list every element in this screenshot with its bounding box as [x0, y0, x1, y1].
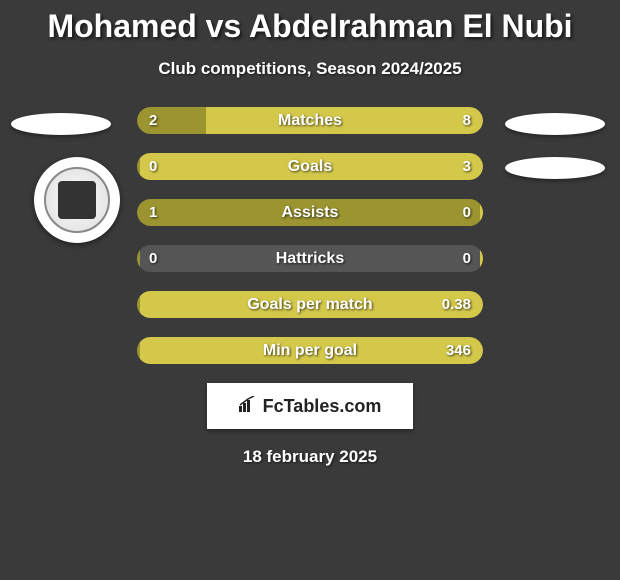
club-emblem-icon — [58, 181, 96, 219]
stat-value-right: 346 — [446, 337, 471, 364]
stat-bar-row: Hattricks0 0 — [137, 245, 483, 272]
page-title: Mohamed vs Abdelrahman El Nubi — [0, 0, 620, 45]
right-player-column — [500, 107, 610, 201]
stat-label: Goals per match — [137, 291, 483, 318]
chart-icon — [239, 396, 259, 417]
stat-value-left: 0 — [149, 153, 157, 180]
date-label: 18 february 2025 — [0, 447, 620, 467]
stat-bar-row: Min per goal346 — [137, 337, 483, 364]
club-logo-left — [34, 157, 120, 243]
player-badge-oval — [11, 113, 111, 135]
stat-label: Assists — [137, 199, 483, 226]
stat-bar-row: Goals0 3 — [137, 153, 483, 180]
stat-label: Hattricks — [137, 245, 483, 272]
stat-value-left: 0 — [149, 245, 157, 272]
stat-label: Goals — [137, 153, 483, 180]
stat-value-right: 0 — [463, 199, 471, 226]
player-badge-oval — [505, 113, 605, 135]
stat-bar-row: Goals per match0.38 — [137, 291, 483, 318]
brand-box: FcTables.com — [207, 383, 413, 429]
stat-label: Matches — [137, 107, 483, 134]
stat-bar-row: Matches2 8 — [137, 107, 483, 134]
stat-value-right: 0.38 — [442, 291, 471, 318]
stat-value-right: 8 — [463, 107, 471, 134]
left-player-column — [6, 107, 116, 243]
stat-value-left: 1 — [149, 199, 157, 226]
stat-label: Min per goal — [137, 337, 483, 364]
comparison-content: Matches28Goals03Assists10Hattricks00Goal… — [0, 107, 620, 467]
club-logo-ring — [44, 167, 110, 233]
stat-bars: Matches28Goals03Assists10Hattricks00Goal… — [137, 107, 483, 364]
brand-label: FcTables.com — [239, 396, 382, 417]
stat-value-right: 3 — [463, 153, 471, 180]
stat-value-left: 2 — [149, 107, 157, 134]
player-badge-oval — [505, 157, 605, 179]
stat-value-right: 0 — [463, 245, 471, 272]
brand-text: FcTables.com — [263, 396, 382, 417]
stat-bar-row: Assists1 0 — [137, 199, 483, 226]
subtitle: Club competitions, Season 2024/2025 — [0, 59, 620, 79]
